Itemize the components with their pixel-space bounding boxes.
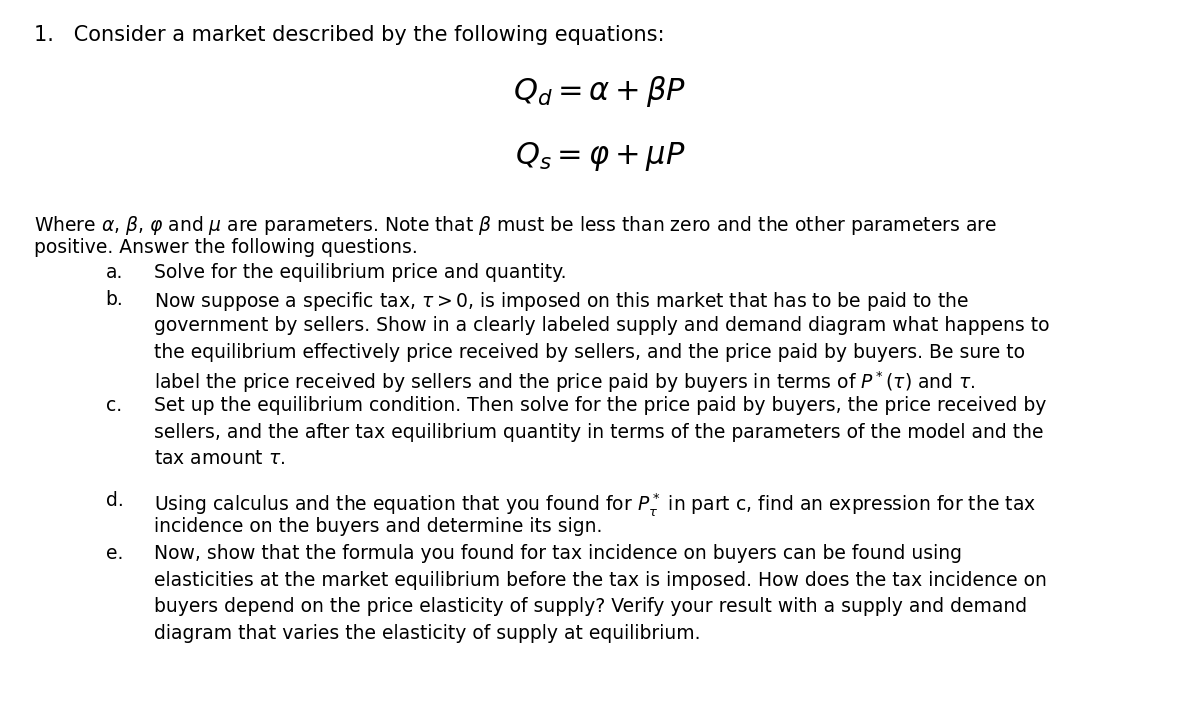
- Text: c.: c.: [106, 396, 121, 415]
- Text: Where $\alpha$, $\beta$, $\varphi$ and $\mu$ are parameters. Note that $\beta$ m: Where $\alpha$, $\beta$, $\varphi$ and $…: [34, 214, 996, 237]
- Text: government by sellers. Show in a clearly labeled supply and demand diagram what : government by sellers. Show in a clearly…: [154, 316, 1049, 335]
- Text: tax amount $\tau$.: tax amount $\tau$.: [154, 449, 284, 468]
- Text: 1.   Consider a market described by the following equations:: 1. Consider a market described by the fo…: [34, 25, 664, 45]
- Text: the equilibrium effectively price received by sellers, and the price paid by buy: the equilibrium effectively price receiv…: [154, 343, 1025, 362]
- Text: $Q_s = \varphi + \mu P$: $Q_s = \varphi + \mu P$: [515, 140, 685, 173]
- Text: diagram that varies the elasticity of supply at equilibrium.: diagram that varies the elasticity of su…: [154, 624, 700, 643]
- Text: incidence on the buyers and determine its sign.: incidence on the buyers and determine it…: [154, 517, 602, 536]
- Text: d.: d.: [106, 491, 124, 510]
- Text: a.: a.: [106, 263, 122, 282]
- Text: Now, show that the formula you found for tax incidence on buyers can be found us: Now, show that the formula you found for…: [154, 544, 961, 563]
- Text: Solve for the equilibrium price and quantity.: Solve for the equilibrium price and quan…: [154, 263, 566, 282]
- Text: $Q_d = \alpha + \beta P$: $Q_d = \alpha + \beta P$: [514, 74, 686, 109]
- Text: buyers depend on the price elasticity of supply? Verify your result with a suppl: buyers depend on the price elasticity of…: [154, 597, 1027, 616]
- Text: positive. Answer the following questions.: positive. Answer the following questions…: [34, 238, 418, 257]
- Text: Now suppose a specific tax, $\tau > 0$, is imposed on this market that has to be: Now suppose a specific tax, $\tau > 0$, …: [154, 290, 968, 313]
- Text: Using calculus and the equation that you found for $P^*_\tau$ in part c, find an: Using calculus and the equation that you…: [154, 491, 1036, 518]
- Text: elasticities at the market equilibrium before the tax is imposed. How does the t: elasticities at the market equilibrium b…: [154, 571, 1046, 590]
- Text: e.: e.: [106, 544, 122, 563]
- Text: Set up the equilibrium condition. Then solve for the price paid by buyers, the p: Set up the equilibrium condition. Then s…: [154, 396, 1046, 415]
- Text: label the price received by sellers and the price paid by buyers in terms of $P^: label the price received by sellers and …: [154, 369, 976, 395]
- Text: sellers, and the after tax equilibrium quantity in terms of the parameters of th: sellers, and the after tax equilibrium q…: [154, 423, 1043, 442]
- Text: b.: b.: [106, 290, 124, 308]
